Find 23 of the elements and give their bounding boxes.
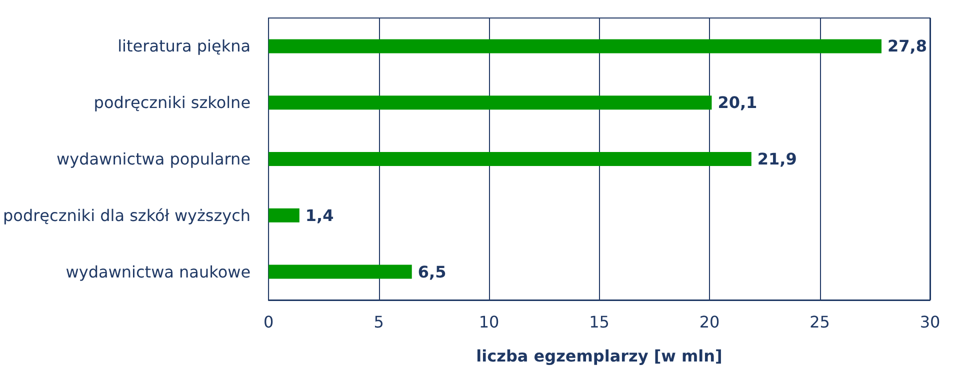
x-tick-label: 30 [920, 312, 940, 332]
data-label: 20,1 [718, 93, 758, 112]
x-tick-label: 20 [699, 312, 720, 332]
data-label: 1,4 [305, 206, 334, 225]
x-axis-title: liczba egzemplarzy [w mln] [476, 346, 722, 366]
y-tick-label: podręczniki dla szkół wyższych [2, 206, 251, 225]
x-tick-label: 10 [478, 312, 500, 332]
bar [268, 208, 300, 222]
x-tick-label: 25 [810, 312, 830, 332]
bar [268, 96, 712, 110]
y-tick-label: wydawnictwa popularne [56, 150, 251, 168]
y-tick-label: podręczniki szkolne [94, 93, 251, 112]
y-tick-label: literatura piękna [118, 36, 251, 56]
x-tick-label: 5 [374, 312, 384, 332]
data-label: 6,5 [418, 262, 446, 282]
data-label: 27,8 [887, 36, 927, 56]
x-tick-label: 15 [589, 312, 610, 332]
bar [268, 39, 882, 54]
bar [268, 264, 412, 279]
bar [268, 152, 752, 166]
y-tick-label: wydawnictwa naukowe [66, 262, 251, 282]
data-label: 21,9 [757, 150, 797, 168]
x-tick-label: 0 [263, 312, 274, 332]
